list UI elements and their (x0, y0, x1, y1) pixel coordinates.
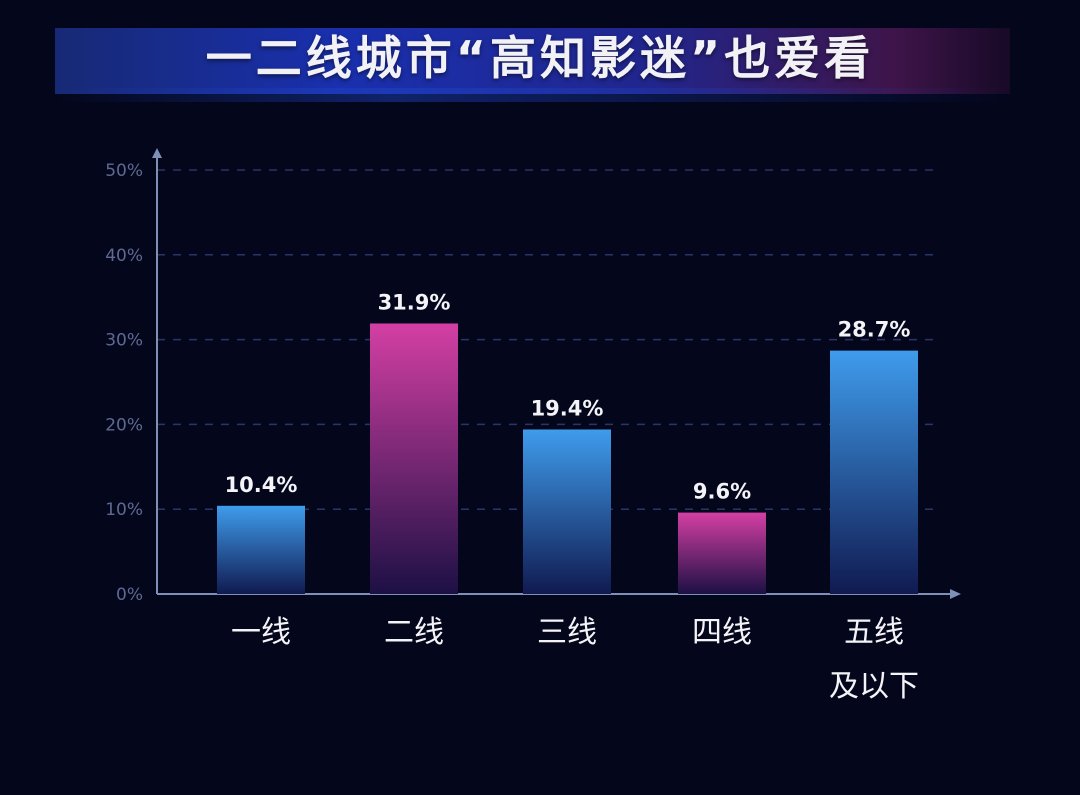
title-banner-glow (55, 88, 1010, 102)
category-label: 五线 (844, 615, 904, 650)
data-labels: 10.4% 31.9% 19.4% 9.6% 28.7% (225, 290, 911, 503)
y-tick-label: 20% (105, 415, 143, 435)
category-label: 及以下 (829, 669, 919, 704)
bar-3 (678, 512, 766, 594)
title-banner (55, 28, 1010, 94)
y-tick-label: 0% (116, 585, 143, 605)
y-tick-label: 10% (105, 500, 143, 520)
category-label: 三线 (537, 615, 597, 650)
data-label: 10.4% (225, 473, 298, 497)
category-label: 二线 (384, 615, 444, 650)
y-tick-label: 40% (105, 246, 143, 266)
bar-1 (370, 323, 458, 594)
chart-title: 一二线城市“高知影迷”也爱看 (205, 31, 875, 85)
y-tick-labels: 0% 10% 20% 30% 40% 50% (105, 161, 143, 605)
bars (217, 323, 918, 594)
data-label: 31.9% (378, 290, 451, 314)
data-label: 28.7% (838, 318, 911, 342)
bar-0 (217, 505, 305, 594)
y-tick-label: 30% (105, 331, 143, 351)
category-label: 四线 (692, 615, 752, 650)
data-label: 9.6% (693, 480, 751, 504)
category-label: 一线 (231, 615, 291, 650)
x-axis-arrow (950, 589, 961, 599)
y-axis-arrow (152, 148, 162, 158)
data-label: 19.4% (531, 396, 604, 420)
y-tick-label: 50% (105, 161, 143, 181)
bar-2 (523, 429, 611, 594)
bar-4 (830, 350, 918, 594)
